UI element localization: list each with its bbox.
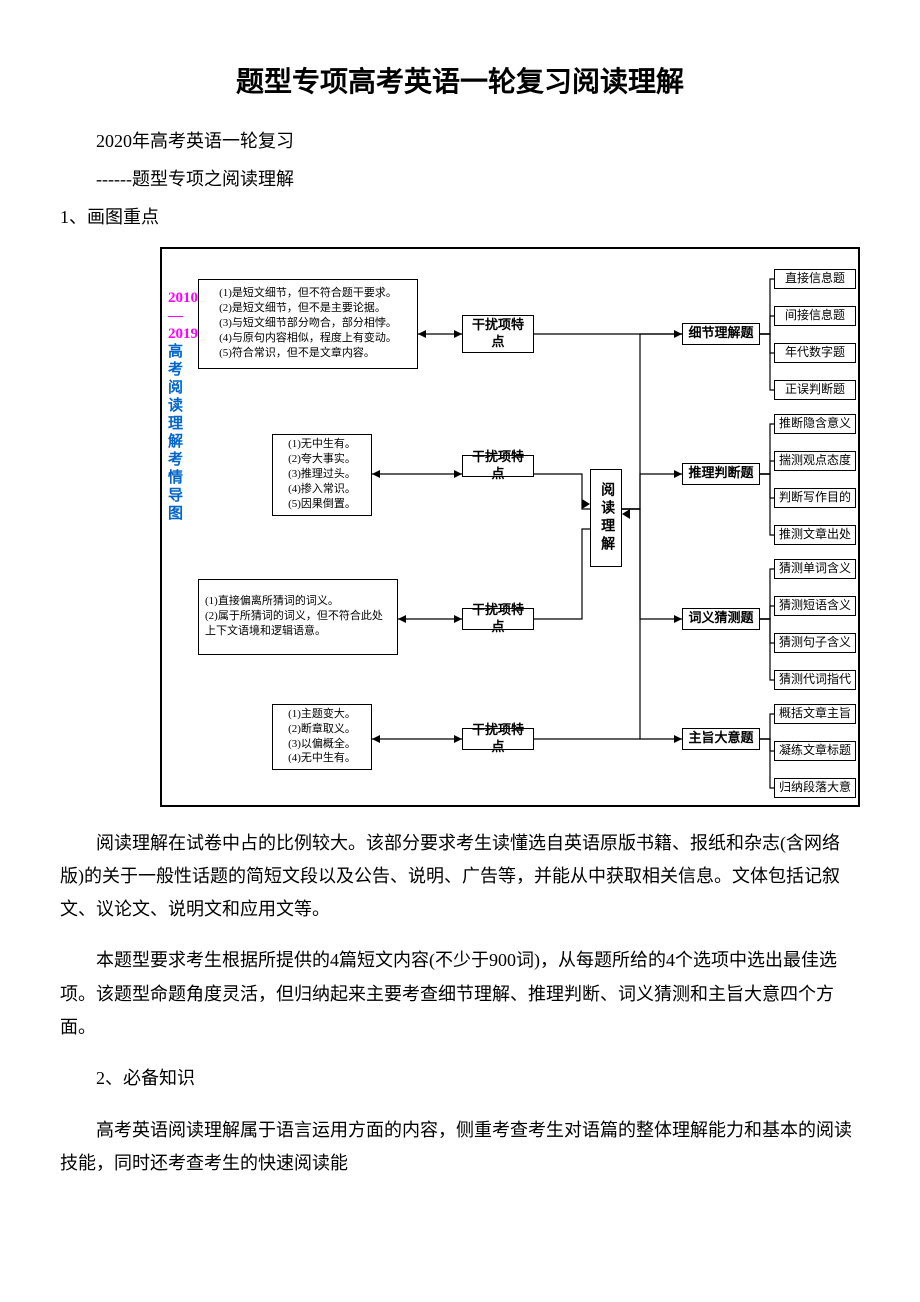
section-heading-2: 2、必备知识 xyxy=(60,1062,860,1095)
leaf-2-1: 推断隐含意义 xyxy=(774,414,856,434)
leftbox-1: (1)是短文细节，但不符合题干要求。(2)是短文细节，但不是主要论据。(3)与短… xyxy=(198,279,418,369)
side-text: 高考阅读理解考情导图 xyxy=(168,344,183,522)
leftbox-2: (1)无中生有。(2)夸大事实。(3)推理过头。(4)掺入常识。(5)因果倒置。 xyxy=(272,434,372,516)
leaf-1-3: 年代数字题 xyxy=(774,343,856,363)
distractor-2: 干扰项特点 xyxy=(462,455,534,477)
concept-diagram: 2010—2019 高考阅读理解考情导图 xyxy=(160,247,860,807)
leaf-3-2: 猜测短语含义 xyxy=(774,596,856,616)
leaf-4-1: 概括文章主旨 xyxy=(774,704,856,724)
leftbox-3: (1)直接偏离所猜词的词义。(2)属于所猜词的词义，但不符合此处上下文语境和逻辑… xyxy=(198,579,398,655)
distractor-3: 干扰项特点 xyxy=(462,608,534,630)
distractor-4: 干扰项特点 xyxy=(462,728,534,750)
center-node: 阅读理解 xyxy=(590,469,622,567)
distractor-1: 干扰项特点 xyxy=(462,315,534,353)
leftbox-4: (1)主题变大。(2)断章取义。(3)以偏概全。(4)无中生有。 xyxy=(272,704,372,770)
paragraph-1: 阅读理解在试卷中占的比例较大。该部分要求考生读懂选自英语原版书籍、报纸和杂志(含… xyxy=(60,827,860,927)
section-heading-1: 1、画图重点 xyxy=(60,200,860,234)
qtype-3: 词义猜测题 xyxy=(682,608,760,630)
leaf-1-2: 间接信息题 xyxy=(774,306,856,326)
qtype-2: 推理判断题 xyxy=(682,463,760,485)
leaf-4-3: 归纳段落大意 xyxy=(774,778,856,798)
leaf-3-1: 猜测单词含义 xyxy=(774,559,856,579)
paragraph-2: 本题型要求考生根据所提供的4篇短文内容(不少于900词)，从每题所给的4个选项中… xyxy=(60,944,860,1044)
leaf-4-2: 凝练文章标题 xyxy=(774,741,856,761)
page-title: 题型专项高考英语一轮复习阅读理解 xyxy=(60,60,860,100)
leaf-1-1: 直接信息题 xyxy=(774,269,856,289)
leaf-2-3: 判断写作目的 xyxy=(774,488,856,508)
leaf-3-4: 猜测代词指代 xyxy=(774,670,856,690)
leaf-3-3: 猜测句子含义 xyxy=(774,633,856,653)
subtitle-1: 2020年高考英语一轮复习 xyxy=(60,124,860,158)
subtitle-2: ------题型专项之阅读理解 xyxy=(60,162,860,196)
paragraph-3: 高考英语阅读理解属于语言运用方面的内容，侧重考查考生对语篇的整体理解能力和基本的… xyxy=(60,1114,860,1181)
qtype-1: 细节理解题 xyxy=(682,323,760,345)
leaf-2-2: 揣测观点态度 xyxy=(774,451,856,471)
qtype-4: 主旨大意题 xyxy=(682,728,760,750)
leaf-2-4: 推测文章出处 xyxy=(774,525,856,545)
side-year: 2010—2019 xyxy=(168,290,198,342)
leaf-1-4: 正误判断题 xyxy=(774,380,856,400)
side-label: 2010—2019 高考阅读理解考情导图 xyxy=(168,289,188,523)
